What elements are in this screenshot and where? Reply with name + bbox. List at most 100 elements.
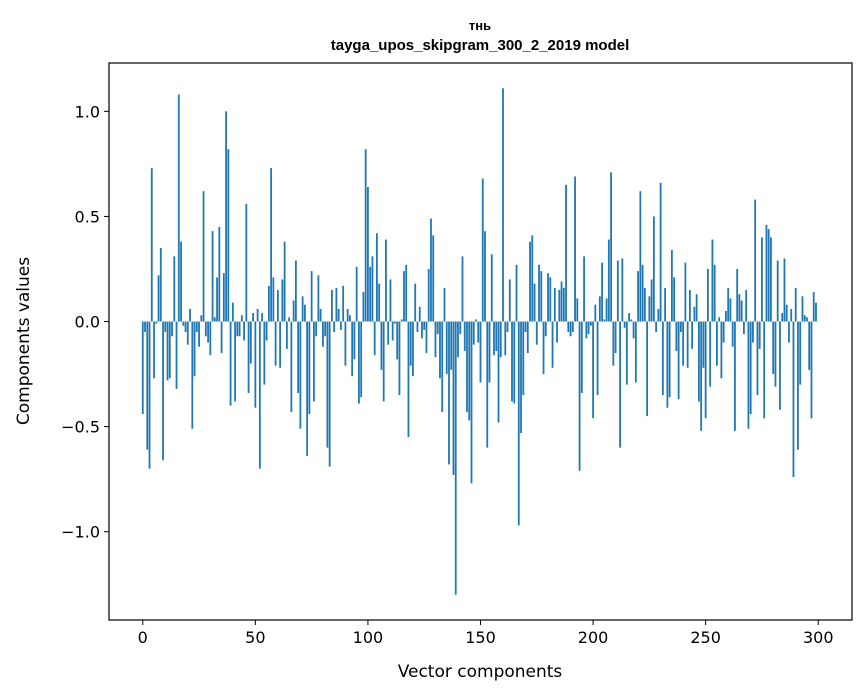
bar-component-102 — [371, 256, 374, 322]
bar-component-206 — [605, 298, 608, 322]
bar-component-155 — [490, 254, 493, 322]
bar-component-283 — [779, 321, 781, 410]
bar-component-273 — [756, 321, 759, 396]
x-tick-label: 300 — [803, 628, 834, 647]
bar-component-89 — [342, 285, 345, 322]
bar-component-61 — [279, 321, 282, 368]
bar-component-205 — [603, 319, 606, 322]
bar-component-66 — [290, 321, 293, 412]
bar-component-247 — [698, 321, 700, 402]
bar-component-246 — [695, 294, 698, 322]
bar-component-181 — [549, 277, 552, 322]
bar-component-250 — [704, 321, 707, 419]
bar-component-159 — [499, 321, 502, 358]
bar-component-57 — [270, 168, 273, 322]
bar-component-269 — [747, 321, 750, 429]
bar-component-148 — [475, 319, 477, 322]
bar-component-196 — [583, 256, 585, 322]
bar-component-215 — [625, 321, 628, 385]
bar-component-135 — [445, 321, 448, 375]
bar-component-170 — [524, 321, 527, 333]
bar-component-16 — [177, 94, 180, 322]
bar-component-192 — [574, 176, 576, 322]
bar-component-107 — [382, 321, 385, 402]
bar-component-167 — [517, 321, 520, 526]
bar-component-219 — [634, 321, 637, 383]
bar-component-15 — [175, 321, 178, 389]
bar-component-105 — [378, 283, 381, 322]
bar-component-151 — [481, 178, 484, 322]
bar-component-184 — [556, 321, 558, 343]
bar-component-64 — [285, 321, 288, 349]
bar-component-117 — [405, 264, 408, 322]
bar-component-31 — [211, 231, 214, 322]
bar-component-119 — [409, 321, 412, 366]
bar-component-130 — [434, 321, 437, 358]
bar-component-48 — [249, 321, 252, 364]
bar-component-100 — [367, 187, 369, 322]
bar-component-12 — [168, 321, 171, 379]
bar-component-52 — [258, 321, 261, 469]
bar-component-284 — [781, 313, 784, 322]
bar-component-115 — [400, 319, 403, 322]
bar-component-214 — [623, 321, 626, 328]
bar-component-149 — [477, 321, 480, 343]
bar-component-95 — [355, 266, 358, 322]
bar-component-295 — [806, 317, 808, 322]
y-tick-label: −1.0 — [61, 523, 100, 542]
bar-component-136 — [448, 321, 450, 465]
bar-component-259 — [725, 311, 727, 322]
bar-component-201 — [594, 304, 597, 322]
bar-component-222 — [641, 264, 644, 322]
bar-component-190 — [569, 321, 572, 337]
x-axis-ticks: 0 50 100 150 200 250 300 — [138, 620, 834, 647]
bar-component-35 — [220, 321, 223, 354]
bar-component-5 — [153, 321, 155, 379]
bar-component-116 — [403, 271, 405, 322]
bar-component-85 — [333, 321, 336, 333]
bar-component-213 — [621, 258, 624, 322]
bar-component-7 — [157, 275, 160, 322]
bar-component-281 — [774, 321, 777, 387]
bar-component-253 — [711, 239, 714, 322]
chart-subtitle: tayga_upos_skipgram_300_2_2019 model — [331, 37, 630, 54]
bar-component-161 — [504, 321, 507, 356]
bar-component-156 — [493, 321, 495, 356]
bar-component-36 — [222, 273, 225, 322]
bar-component-13 — [171, 321, 173, 337]
bar-component-254 — [713, 264, 716, 322]
bar-component-261 — [729, 298, 732, 322]
bar-component-217 — [630, 319, 633, 322]
bar-component-160 — [502, 88, 504, 322]
bar-component-101 — [369, 266, 372, 322]
bar-component-288 — [790, 308, 793, 322]
bar-component-270 — [749, 321, 752, 415]
bar-component-51 — [256, 308, 259, 322]
bar-component-209 — [612, 321, 615, 366]
bar-component-163 — [508, 279, 511, 322]
bar-component-59 — [274, 321, 277, 366]
bar-component-208 — [610, 172, 612, 322]
bar-component-123 — [418, 306, 421, 322]
bar-component-28 — [204, 321, 207, 337]
bar-component-286 — [785, 304, 788, 322]
bar-component-144 — [466, 321, 468, 412]
x-tick-label: 150 — [465, 628, 496, 647]
bar-component-8 — [159, 247, 162, 322]
plot-frame — [108, 62, 853, 621]
bar-component-88 — [340, 321, 342, 330]
bar-component-199 — [589, 321, 592, 326]
bar-component-245 — [693, 306, 696, 322]
bar-component-104 — [376, 233, 378, 322]
bar-component-30 — [209, 321, 212, 356]
x-tick-label: 250 — [690, 628, 721, 647]
bar-component-147 — [472, 321, 475, 345]
bar-component-20 — [186, 321, 189, 345]
bar-component-204 — [601, 262, 603, 322]
bar-component-258 — [722, 321, 725, 343]
bar-component-218 — [632, 321, 635, 339]
bar-component-113 — [396, 321, 399, 360]
bar-component-118 — [407, 321, 410, 438]
bar-component-232 — [664, 287, 667, 322]
